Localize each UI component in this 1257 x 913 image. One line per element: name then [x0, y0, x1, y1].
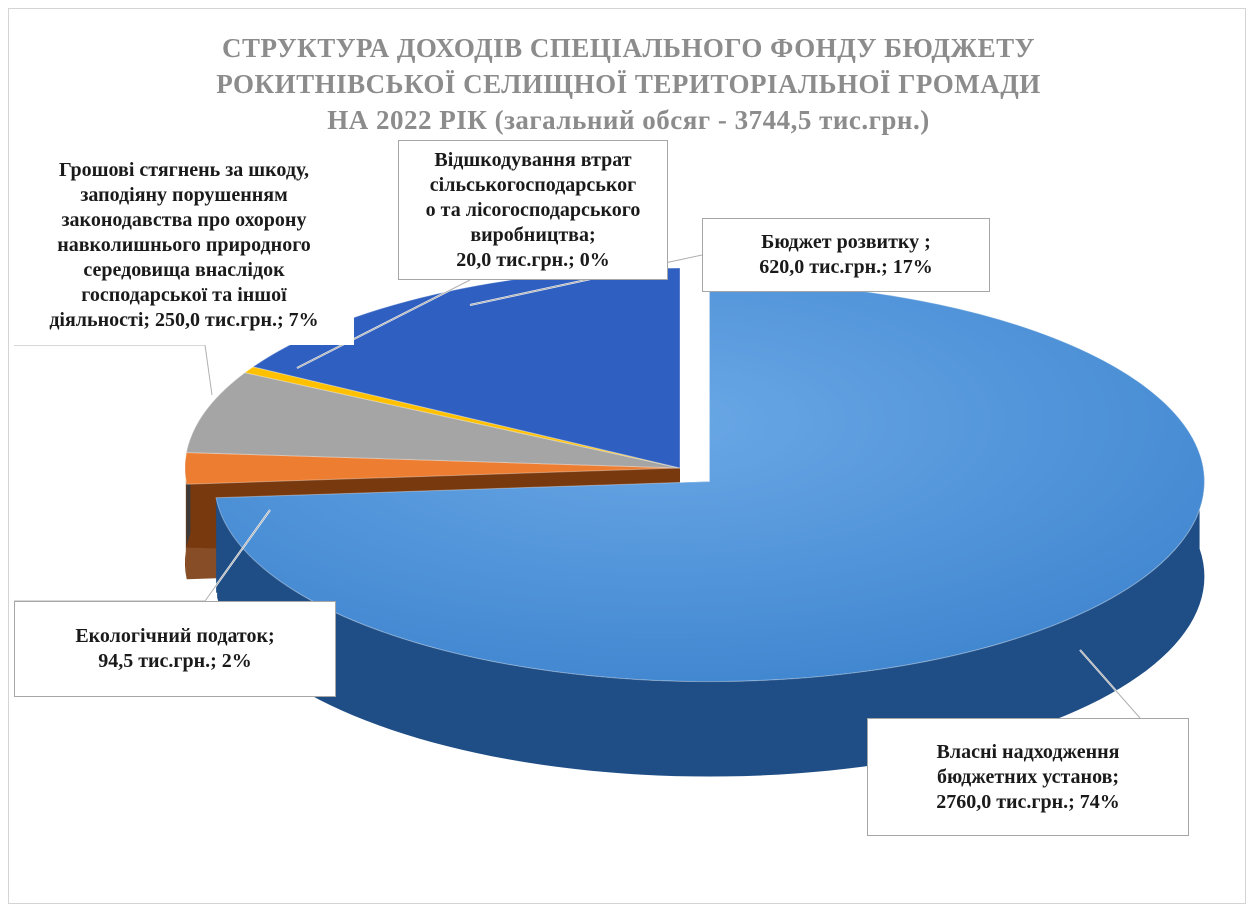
chart-title: СТРУКТУРА ДОХОДІВ СПЕЦІАЛЬНОГО ФОНДУ БЮД…	[0, 30, 1257, 138]
slice-side-own-revenue	[217, 453, 1205, 777]
chart-frame	[8, 8, 1246, 904]
chart-title-line-3: НА 2022 РІК (загальний обсяг - 3744,5 ти…	[327, 105, 930, 135]
label-compensation: Відшкодування втрат сільськогосподарсько…	[398, 140, 668, 280]
slice-own-revenue	[215, 281, 1205, 683]
label-penalties: Грошові стягнень за шкоду, заподіяну пор…	[14, 145, 354, 345]
label-penalties-line: навколишнього природного	[57, 233, 311, 256]
label-penalties-line: заподіяну порушенням	[80, 183, 288, 206]
label-development-budget-line: Бюджет розвитку ;	[761, 231, 931, 253]
chart-title-line-2: РОКИТНІВСЬКОЇ СЕЛИЩНОЇ ТЕРИТОРІАЛЬНОЇ ГР…	[216, 69, 1041, 99]
label-penalties-line: Грошові стягнень за шкоду,	[59, 158, 309, 181]
label-compensation-line: сільськогосподарськог	[429, 173, 637, 196]
label-penalties-line: середовища внаслідок	[83, 258, 285, 281]
slice-side-eco-tax	[185, 456, 187, 580]
label-compensation-line: Відшкодування втрат	[434, 148, 632, 171]
label-eco-tax-line: 94,5 тис.грн.; 2%	[98, 650, 252, 672]
label-compensation-line: виробництва;	[470, 223, 596, 246]
label-eco-tax: Екологічний податок; 94,5 тис.грн.; 2%	[14, 601, 336, 697]
chart-title-line-1: СТРУКТУРА ДОХОДІВ СПЕЦІАЛЬНОГО ФОНДУ БЮД…	[222, 33, 1035, 63]
label-compensation-line: о та лісогосподарського	[425, 198, 641, 221]
slice-compensation	[243, 366, 681, 469]
label-development-budget: Бюджет розвитку ; 620,0 тис.грн.; 17%	[702, 218, 990, 292]
slice-eco-tax	[184, 452, 681, 485]
leader-penalties-stroke	[14, 344, 213, 396]
label-development-budget-line: 620,0 тис.грн.; 17%	[759, 256, 933, 278]
label-penalties-line: господарської та іншої	[81, 283, 287, 306]
label-eco-tax-line: Екологічний податок;	[75, 625, 275, 647]
label-own-revenue-line: Власні надходження	[936, 740, 1120, 763]
leader-compensation-stroke	[296, 279, 471, 369]
label-own-revenue-line: 2760,0 тис.грн.; 74%	[936, 790, 1120, 813]
leader-own-revenue-stroke	[1079, 649, 1141, 719]
label-compensation-line: 20,0 тис.грн.; 0%	[456, 248, 610, 271]
label-penalties-line: діяльності; 250,0 тис.грн.; 7%	[49, 308, 319, 331]
leader-penalties	[14, 344, 213, 396]
label-penalties-line: законодавства про охорону	[61, 208, 307, 231]
slice-penalties	[185, 372, 681, 469]
label-own-revenue: Власні надходження бюджетних установ; 27…	[867, 718, 1189, 836]
label-own-revenue-line: бюджетних установ;	[936, 765, 1120, 788]
